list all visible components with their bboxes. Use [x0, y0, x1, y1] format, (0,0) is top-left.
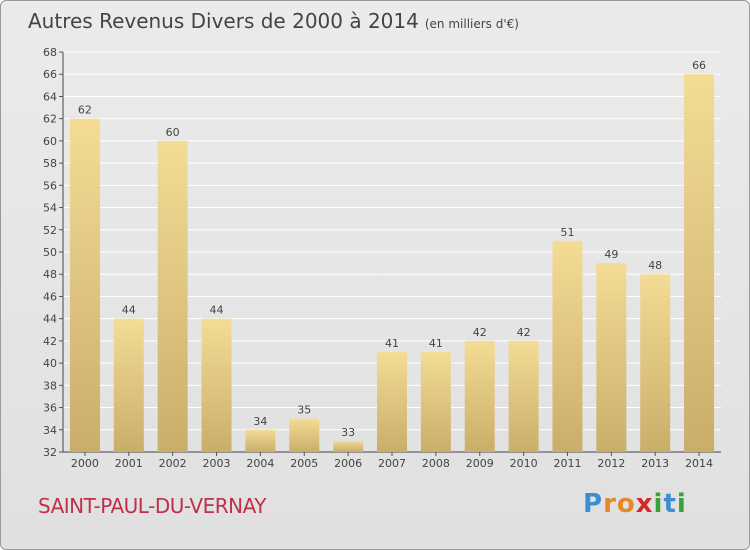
bar-2001	[113, 318, 144, 452]
value-label-2008: 41	[429, 337, 443, 350]
x-tick-label-2006: 2006	[334, 457, 362, 470]
x-tick-label-2011: 2011	[553, 457, 581, 470]
commune-name: SAINT-PAUL-DU-VERNAY	[38, 494, 266, 518]
y-tick-label: 40	[43, 357, 57, 370]
y-tick-label: 56	[43, 179, 57, 192]
bar-2008	[420, 352, 451, 452]
y-tick-label: 68	[43, 46, 57, 59]
data-labels: 62 44 60 44 34 35 33 41 41 42 42 51 49 48 66	[78, 59, 706, 439]
logo-letter: i	[653, 489, 664, 519]
logo-letter: i	[676, 489, 687, 519]
y-tick-label: 44	[43, 313, 57, 326]
x-tick-label-2005: 2005	[290, 457, 318, 470]
value-label-2003: 44	[210, 304, 224, 317]
bar-2006	[333, 440, 364, 452]
y-tick-label: 46	[43, 290, 57, 303]
y-tick-label: 48	[43, 268, 57, 281]
bar-2002	[157, 140, 188, 452]
value-label-2010: 42	[517, 326, 531, 339]
value-label-2001: 44	[122, 304, 136, 317]
chart-title-text: Autres Revenus Divers de 2000 à 2014	[28, 9, 419, 33]
x-tick-label-2002: 2002	[159, 457, 187, 470]
bar-2009	[464, 340, 495, 452]
value-label-2002: 60	[166, 126, 180, 139]
value-label-2004: 34	[253, 415, 267, 428]
bar-2010	[508, 340, 539, 452]
x-tick-label-2001: 2001	[115, 457, 143, 470]
value-label-2014: 66	[692, 59, 706, 72]
bar-2012	[596, 263, 627, 452]
y-tick-label: 54	[43, 202, 57, 215]
bar-2007	[377, 352, 407, 452]
x-tick-label-2003: 2003	[203, 457, 231, 470]
value-label-2011: 51	[560, 226, 574, 239]
value-label-2012: 49	[604, 248, 618, 261]
y-tick-label: 52	[43, 224, 57, 237]
logo-letter: o	[616, 489, 636, 519]
y-tick-label: 58	[43, 157, 57, 170]
value-label-2006: 33	[341, 426, 355, 439]
y-tick-label: 50	[43, 246, 57, 259]
y-tick-label: 34	[43, 424, 57, 437]
bar-2003	[201, 318, 232, 452]
bar-2013	[640, 274, 671, 452]
bar-2011	[552, 240, 583, 452]
value-label-2007: 41	[385, 337, 399, 350]
logo-letter: r	[603, 489, 617, 519]
y-tick-label: 64	[43, 90, 57, 103]
value-label-2000: 62	[78, 104, 92, 117]
x-tick-label-2000: 2000	[71, 457, 99, 470]
bar-2000	[69, 118, 100, 453]
chart-subtitle: (en milliers d'€)	[424, 17, 519, 31]
y-tick-label: 62	[43, 113, 57, 126]
x-tick-label-2014: 2014	[685, 457, 713, 470]
bars	[69, 74, 715, 453]
y-tick-label: 36	[43, 402, 57, 415]
y-tick-label: 38	[43, 379, 57, 392]
chart-title: Autres Revenus Divers de 2000 à 2014 (en …	[28, 9, 519, 33]
value-label-2013: 48	[648, 259, 662, 272]
logo-letter: t	[663, 489, 677, 519]
value-label-2009: 42	[473, 326, 487, 339]
axes: 32 34 36 38 40 42 44 46 48 50 52 54 56 58 60 62 64 66 68 20…	[43, 46, 721, 470]
x-tick-label-2004: 2004	[246, 457, 274, 470]
x-tick-label-2008: 2008	[422, 457, 450, 470]
y-tick-label: 60	[43, 135, 57, 148]
bar-2004	[245, 429, 276, 452]
x-tick-label-2012: 2012	[597, 457, 625, 470]
y-tick-label: 32	[43, 446, 57, 459]
proxiti-logo[interactable]: Proxiti	[583, 489, 687, 519]
x-tick-label-2007: 2007	[378, 457, 406, 470]
x-tick-label-2009: 2009	[466, 457, 494, 470]
y-tick-label: 42	[43, 335, 57, 348]
y-tick-label: 66	[43, 68, 57, 81]
bar-2005	[289, 418, 320, 452]
logo-letter: x	[635, 489, 654, 519]
x-tick-label-2013: 2013	[641, 457, 669, 470]
x-tick-label-2010: 2010	[510, 457, 538, 470]
logo-letter: P	[583, 489, 604, 519]
value-label-2005: 35	[297, 404, 311, 417]
bar-2014	[684, 74, 715, 452]
